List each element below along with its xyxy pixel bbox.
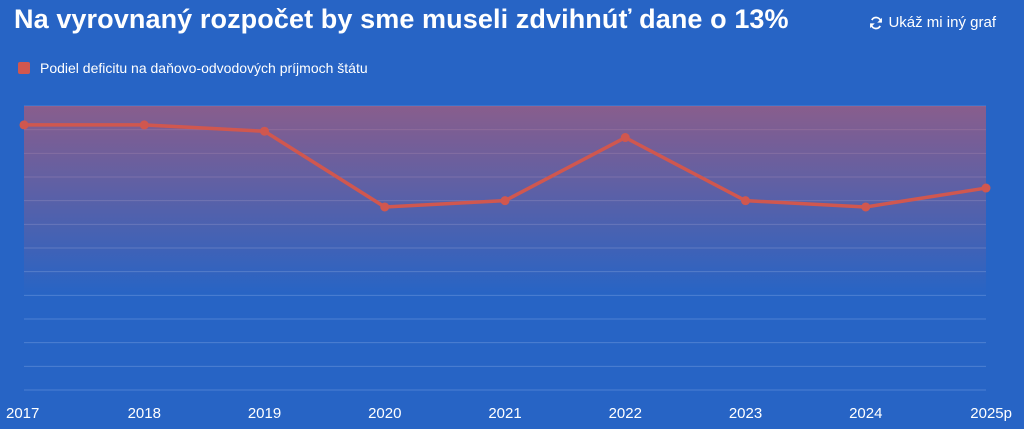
refresh-icon [870, 16, 883, 29]
data-point-2022[interactable] [620, 133, 630, 143]
data-point-2021[interactable] [500, 196, 510, 206]
x-tick-label: 2019 [248, 405, 281, 422]
data-point-2023[interactable] [741, 196, 750, 206]
data-point-2025p[interactable] [981, 183, 991, 193]
x-tick-label: 2018 [128, 405, 161, 422]
data-point-2017[interactable] [19, 120, 29, 130]
x-tick-label: 2025p [970, 405, 1012, 422]
chart-title: Na vyrovnaný rozpočet by sme museli zdvi… [14, 4, 789, 34]
legend-label: Podiel deficitu na daňovo-odvodových prí… [40, 60, 368, 76]
x-tick-label: 2017 [6, 405, 39, 422]
data-point-2024[interactable] [861, 202, 871, 212]
data-point-2019[interactable] [260, 126, 269, 136]
data-point-2018[interactable] [139, 120, 149, 130]
data-point-2020[interactable] [380, 202, 390, 212]
x-tick-label: 2020 [368, 405, 401, 422]
x-tick-label: 2024 [849, 405, 882, 422]
legend: Podiel deficitu na daňovo-odvodových prí… [18, 60, 368, 76]
x-tick-label: 2021 [488, 405, 521, 422]
show-other-chart-button[interactable]: Ukáž mi iný graf [869, 14, 996, 31]
x-tick-label: 2022 [609, 405, 642, 422]
legend-swatch [18, 62, 30, 74]
show-other-chart-label: Ukáž mi iný graf [888, 14, 996, 31]
x-tick-label: 2023 [729, 405, 762, 422]
